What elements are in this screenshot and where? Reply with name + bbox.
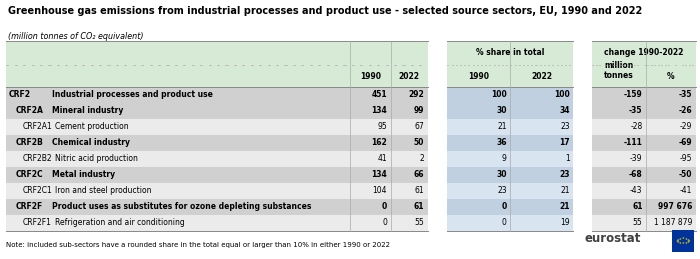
Text: -35: -35 xyxy=(679,90,692,99)
Text: 55: 55 xyxy=(633,218,643,227)
Text: 292: 292 xyxy=(409,90,424,99)
Text: -111: -111 xyxy=(624,138,643,147)
Text: Nitric acid production: Nitric acid production xyxy=(55,154,138,163)
Text: ★: ★ xyxy=(679,237,681,241)
Text: -159: -159 xyxy=(624,90,643,99)
Text: % share in total: % share in total xyxy=(476,48,545,57)
Text: (million tonnes of CO₂ equivalent): (million tonnes of CO₂ equivalent) xyxy=(8,32,144,41)
Text: Product uses as substitutes for ozone depleting substances: Product uses as substitutes for ozone de… xyxy=(52,202,312,211)
Text: 21: 21 xyxy=(497,122,507,131)
Text: 134: 134 xyxy=(372,106,387,115)
Text: Metal industry: Metal industry xyxy=(52,170,115,179)
Text: 134: 134 xyxy=(372,170,387,179)
Text: 1990: 1990 xyxy=(360,72,381,81)
Text: CRF2A: CRF2A xyxy=(15,106,43,115)
Text: 1990: 1990 xyxy=(468,72,489,81)
Text: 162: 162 xyxy=(372,138,387,147)
Text: CRF2C: CRF2C xyxy=(15,170,43,179)
Text: %: % xyxy=(667,72,675,81)
Text: 30: 30 xyxy=(496,106,507,115)
Text: 2022: 2022 xyxy=(531,72,552,81)
Text: eurostat: eurostat xyxy=(584,232,641,245)
Text: -35: -35 xyxy=(629,106,643,115)
Text: CRF2F: CRF2F xyxy=(15,202,43,211)
Text: 66: 66 xyxy=(414,170,424,179)
Text: ★: ★ xyxy=(676,240,679,244)
Text: 17: 17 xyxy=(559,138,570,147)
Text: CRF2F1: CRF2F1 xyxy=(22,218,51,227)
Text: 100: 100 xyxy=(554,90,570,99)
Text: ★: ★ xyxy=(685,241,687,245)
Text: 41: 41 xyxy=(377,154,387,163)
Text: Refrigeration and air conditioning: Refrigeration and air conditioning xyxy=(55,218,185,227)
Text: ★: ★ xyxy=(685,237,687,241)
Text: ★: ★ xyxy=(687,238,690,242)
Text: 30: 30 xyxy=(496,170,507,179)
Text: ★: ★ xyxy=(676,239,678,243)
Text: 1: 1 xyxy=(565,154,570,163)
Text: 61: 61 xyxy=(414,202,424,211)
Text: 61: 61 xyxy=(632,202,643,211)
Text: change 1990-2022: change 1990-2022 xyxy=(604,48,684,57)
Text: Mineral industry: Mineral industry xyxy=(52,106,123,115)
Text: -50: -50 xyxy=(679,170,692,179)
Text: -41: -41 xyxy=(680,186,692,195)
Text: 19: 19 xyxy=(560,218,570,227)
Text: Iron and steel production: Iron and steel production xyxy=(55,186,152,195)
Text: 0: 0 xyxy=(382,218,387,227)
Text: Cement production: Cement production xyxy=(55,122,129,131)
Text: ★: ★ xyxy=(676,238,679,242)
Text: CRF2B2: CRF2B2 xyxy=(22,154,52,163)
Text: CRF2B: CRF2B xyxy=(15,138,43,147)
Text: CRF2C1: CRF2C1 xyxy=(22,186,52,195)
Text: ★: ★ xyxy=(688,239,691,243)
Text: 36: 36 xyxy=(496,138,507,147)
Text: 0: 0 xyxy=(382,202,387,211)
Text: 50: 50 xyxy=(414,138,424,147)
Text: 21: 21 xyxy=(559,202,570,211)
Text: Greenhouse gas emissions from industrial processes and product use - selected so: Greenhouse gas emissions from industrial… xyxy=(8,6,643,17)
Text: 9: 9 xyxy=(502,154,507,163)
Text: CRF2: CRF2 xyxy=(8,90,30,99)
Text: 55: 55 xyxy=(414,218,424,227)
Text: ★: ★ xyxy=(687,240,690,244)
Text: -95: -95 xyxy=(680,154,692,163)
Text: 23: 23 xyxy=(559,170,570,179)
Text: 1 187 879: 1 187 879 xyxy=(654,218,692,227)
Text: 104: 104 xyxy=(372,186,387,195)
Text: ★: ★ xyxy=(679,241,681,245)
Text: 0: 0 xyxy=(502,218,507,227)
Text: million
tonnes: million tonnes xyxy=(604,61,634,80)
Text: 997 676: 997 676 xyxy=(658,202,692,211)
Text: 2: 2 xyxy=(419,154,424,163)
Text: -26: -26 xyxy=(679,106,692,115)
Text: 67: 67 xyxy=(414,122,424,131)
Text: CRF2A1: CRF2A1 xyxy=(22,122,52,131)
Text: 61: 61 xyxy=(414,186,424,195)
Text: 23: 23 xyxy=(560,122,570,131)
Text: 100: 100 xyxy=(491,90,507,99)
Text: -69: -69 xyxy=(679,138,692,147)
Text: ★: ★ xyxy=(682,241,685,245)
Text: 23: 23 xyxy=(497,186,507,195)
Text: -43: -43 xyxy=(630,186,643,195)
Text: 99: 99 xyxy=(414,106,424,115)
Text: ★: ★ xyxy=(682,236,685,240)
Text: 34: 34 xyxy=(559,106,570,115)
Text: -29: -29 xyxy=(680,122,692,131)
Text: -28: -28 xyxy=(630,122,643,131)
Text: Chemical industry: Chemical industry xyxy=(52,138,130,147)
Text: -39: -39 xyxy=(630,154,643,163)
Text: -68: -68 xyxy=(629,170,643,179)
Text: 21: 21 xyxy=(560,186,570,195)
Text: 2022: 2022 xyxy=(399,72,420,81)
Text: Note: included sub-sectors have a rounded share in the total equal or larger tha: Note: included sub-sectors have a rounde… xyxy=(6,242,391,248)
Text: 451: 451 xyxy=(372,90,387,99)
Text: Industrial processes and product use: Industrial processes and product use xyxy=(52,90,213,99)
Text: 95: 95 xyxy=(377,122,387,131)
Text: 0: 0 xyxy=(501,202,507,211)
